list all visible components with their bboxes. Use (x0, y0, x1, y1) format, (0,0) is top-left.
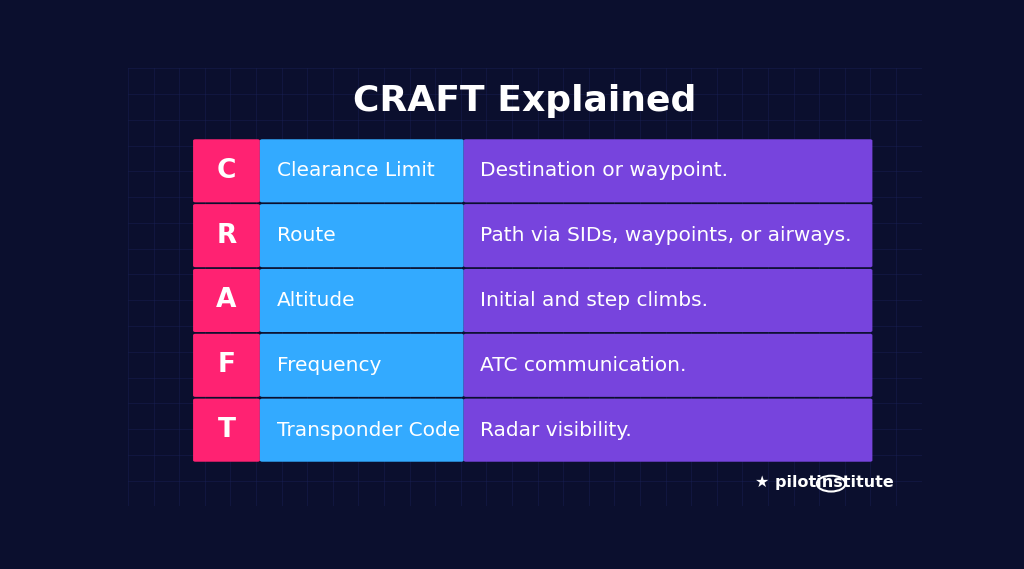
Text: Path via SIDs, waypoints, or airways.: Path via SIDs, waypoints, or airways. (480, 226, 852, 245)
Text: R: R (216, 222, 237, 249)
Text: Radar visibility.: Radar visibility. (480, 420, 632, 440)
FancyBboxPatch shape (194, 399, 260, 461)
Text: ATC communication.: ATC communication. (480, 356, 687, 375)
FancyBboxPatch shape (260, 139, 464, 203)
Text: Route: Route (276, 226, 335, 245)
Text: T: T (217, 417, 236, 443)
FancyBboxPatch shape (260, 269, 464, 332)
FancyBboxPatch shape (260, 334, 464, 397)
FancyBboxPatch shape (464, 269, 872, 332)
FancyBboxPatch shape (194, 139, 260, 203)
Text: ★ pilotinstitute: ★ pilotinstitute (755, 475, 894, 490)
FancyBboxPatch shape (194, 204, 260, 267)
FancyBboxPatch shape (194, 269, 260, 332)
Text: Transponder Code: Transponder Code (276, 420, 460, 440)
Text: Altitude: Altitude (276, 291, 355, 310)
Text: Initial and step climbs.: Initial and step climbs. (480, 291, 709, 310)
FancyBboxPatch shape (464, 139, 872, 203)
Text: A: A (216, 287, 237, 314)
FancyBboxPatch shape (464, 399, 872, 461)
Text: C: C (217, 158, 237, 184)
Text: Frequency: Frequency (276, 356, 381, 375)
FancyBboxPatch shape (260, 204, 464, 267)
FancyBboxPatch shape (194, 334, 260, 397)
FancyBboxPatch shape (464, 334, 872, 397)
Text: Clearance Limit: Clearance Limit (276, 161, 434, 180)
FancyBboxPatch shape (260, 399, 464, 461)
FancyBboxPatch shape (464, 204, 872, 267)
Text: CRAFT Explained: CRAFT Explained (353, 84, 696, 118)
Text: F: F (217, 352, 236, 378)
Text: Destination or waypoint.: Destination or waypoint. (480, 161, 728, 180)
